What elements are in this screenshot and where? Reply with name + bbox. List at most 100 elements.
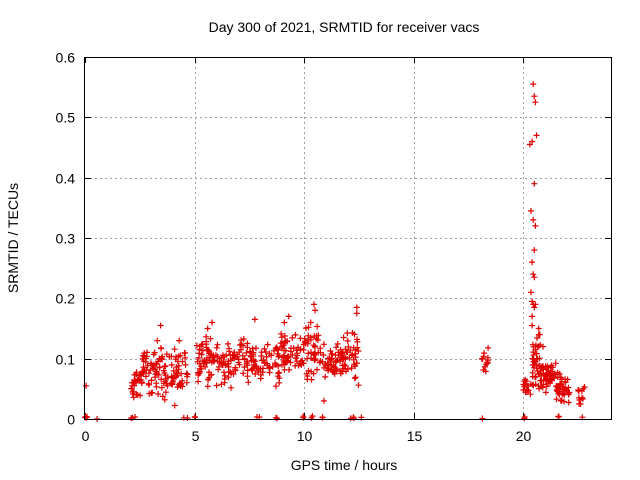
data-points: [82, 81, 588, 422]
data-point: [529, 259, 536, 266]
data-point: [549, 370, 556, 377]
data-point: [325, 366, 332, 373]
data-point: [530, 358, 537, 365]
data-point: [128, 385, 135, 392]
data-point: [228, 384, 234, 391]
data-point: [279, 344, 286, 351]
data-point: [316, 359, 323, 366]
data-point: [268, 352, 275, 359]
data-point: [333, 366, 340, 373]
data-point: [529, 298, 536, 305]
data-point: [535, 325, 542, 332]
data-point: [281, 366, 288, 373]
data-point: [225, 340, 231, 347]
data-point: [529, 381, 536, 388]
x-axis-label: GPS time / hours: [291, 457, 398, 473]
data-point: [225, 374, 232, 381]
data-point: [156, 355, 163, 362]
data-point: [272, 383, 279, 390]
data-point: [559, 385, 566, 392]
data-point: [182, 354, 189, 361]
data-point: [302, 339, 309, 346]
data-point: [184, 415, 191, 421]
data-point: [560, 390, 567, 397]
data-point: [275, 370, 282, 377]
data-point: [532, 222, 539, 229]
data-point: [204, 346, 211, 353]
data-point: [179, 377, 186, 384]
data-point: [534, 335, 540, 341]
data-point: [156, 364, 163, 371]
data-point: [565, 399, 572, 406]
data-point: [528, 207, 534, 214]
data-point: [351, 331, 358, 338]
data-point: [347, 347, 354, 354]
data-point: [162, 389, 169, 396]
data-point: [153, 368, 160, 375]
data-point: [203, 338, 210, 345]
data-point: [292, 331, 299, 338]
data-point: [576, 397, 583, 403]
data-point: [530, 216, 537, 223]
data-point: [529, 362, 536, 368]
data-point: [532, 99, 539, 106]
data-point: [352, 354, 359, 361]
data-point: [292, 362, 299, 369]
data-point: [302, 325, 309, 332]
data-point: [153, 380, 160, 387]
data-point: [199, 347, 206, 354]
data-point: [263, 360, 270, 367]
data-point: [241, 356, 248, 363]
data-point: [544, 363, 551, 370]
data-point: [299, 357, 306, 364]
data-point: [535, 382, 542, 389]
data-point: [195, 372, 202, 378]
data-point: [204, 383, 211, 390]
data-point: [558, 381, 564, 387]
data-point: [251, 316, 258, 323]
data-point: [336, 357, 343, 364]
data-point: [310, 351, 317, 358]
y-tick-label: 0.3: [56, 231, 76, 247]
data-point: [328, 366, 335, 373]
data-point: [534, 343, 541, 350]
data-point: [533, 362, 540, 369]
data-point: [195, 354, 202, 361]
data-point: [531, 180, 538, 187]
data-point: [202, 363, 209, 370]
data-point: [352, 374, 359, 381]
data-point: [137, 392, 144, 399]
data-point: [140, 352, 147, 359]
data-point: [355, 348, 362, 354]
data-point: [553, 396, 560, 403]
data-point: [559, 391, 566, 398]
data-point: [183, 379, 190, 386]
data-point: [278, 334, 285, 341]
data-point: [248, 366, 255, 373]
x-tick-label: 0: [82, 428, 90, 444]
data-point: [161, 363, 168, 370]
data-point: [161, 396, 168, 403]
data-point: [289, 334, 296, 341]
data-point: [171, 402, 178, 409]
data-point: [240, 336, 247, 342]
data-point: [275, 363, 282, 369]
data-point: [244, 367, 251, 374]
data-point: [184, 373, 191, 380]
data-point: [354, 344, 361, 351]
data-point: [215, 366, 222, 373]
data-point: [353, 310, 360, 317]
x-tick-label: 20: [516, 428, 532, 444]
data-point: [281, 333, 288, 339]
x-tick-label: 15: [407, 428, 423, 444]
data-point: [221, 379, 228, 386]
data-point: [228, 357, 234, 364]
data-point: [226, 345, 232, 352]
data-point: [309, 413, 316, 420]
data-point: [343, 349, 350, 356]
data-point: [168, 381, 175, 387]
data-point: [285, 313, 292, 320]
data-point: [543, 383, 550, 390]
data-point: [280, 357, 287, 364]
data-point: [545, 371, 552, 378]
